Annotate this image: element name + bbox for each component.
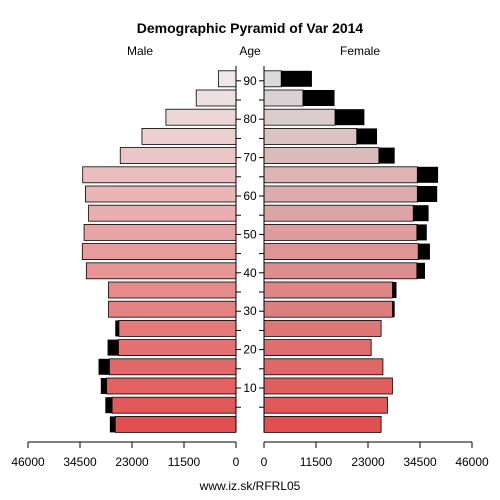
age-tick-label-20: 20 (243, 343, 257, 357)
age-tick-label-40: 40 (243, 266, 257, 280)
male-bar-10-14 (106, 377, 237, 395)
female-x-tick-label-46000: 46000 (455, 455, 489, 469)
age-tick-label-90: 90 (243, 74, 257, 88)
female-excess-bar-80-84 (334, 109, 365, 126)
female-excess-bar-90-94 (281, 70, 312, 87)
female-bar-50-54 (263, 223, 418, 241)
female-excess-bar-85-89 (302, 90, 335, 106)
male-excess-bar-25-29 (115, 320, 119, 337)
female-label: Female (340, 44, 380, 58)
male-bar-60-64 (85, 185, 237, 203)
male-excess-bar-15-19 (98, 358, 110, 375)
male-excess-bar-0-4 (109, 416, 116, 433)
age-label: Age (239, 44, 261, 58)
male-bar-0-4 (114, 415, 237, 433)
female-x-tick-label-23000: 23000 (351, 455, 385, 469)
female-excess-bar-35-39 (392, 282, 397, 298)
male-bar-85-89 (195, 89, 237, 107)
female-bar-5-9 (263, 396, 388, 414)
female-bar-85-89 (263, 89, 304, 107)
female-bar-35-39 (263, 281, 393, 299)
male-bar-55-59 (88, 204, 237, 222)
male-bar-25-29 (118, 319, 237, 337)
female-excess-bar-55-59 (413, 205, 429, 222)
female-x-tick-label-11500: 11500 (300, 455, 333, 469)
female-bar-10-14 (263, 377, 393, 395)
female-bar-70-74 (263, 147, 380, 165)
female-bar-60-64 (263, 185, 418, 203)
female-bar-55-59 (263, 204, 414, 222)
female-bar-80-84 (263, 108, 336, 126)
male-bar-80-84 (165, 108, 237, 126)
female-bar-20-24 (263, 339, 372, 357)
female-bar-0-4 (263, 415, 382, 433)
male-bar-65-69 (82, 166, 237, 184)
female-excess-bar-45-49 (418, 243, 430, 260)
age-tick-label-60: 60 (243, 189, 257, 203)
female-excess-bar-65-69 (417, 166, 439, 183)
male-bar-90-94 (217, 70, 237, 88)
age-tick-label-70: 70 (243, 151, 257, 165)
male-excess-bar-20-24 (107, 339, 119, 356)
female-excess-bar-50-54 (416, 224, 427, 241)
female-bar-25-29 (263, 319, 382, 337)
male-label: Male (127, 44, 153, 58)
female-bar-90-94 (263, 70, 282, 88)
age-tick-label-50: 50 (243, 227, 257, 241)
female-bar-65-69 (263, 166, 418, 184)
male-bar-30-34 (108, 300, 237, 318)
male-excess-bar-10-14 (100, 378, 107, 394)
male-x-tick-label-11500: 11500 (168, 455, 201, 469)
age-tick-label-10: 10 (243, 381, 257, 395)
age-tick-label-80: 80 (243, 112, 257, 126)
female-excess-bar-40-44 (416, 262, 425, 279)
male-bar-35-39 (108, 281, 237, 299)
female-excess-bar-30-34 (392, 301, 395, 318)
male-bar-5-9 (111, 396, 237, 414)
source-label: www.iz.sk/RFRL05 (199, 479, 301, 493)
female-x-tick-label-0: 0 (261, 455, 268, 469)
female-excess-bar-70-74 (378, 147, 395, 164)
male-x-tick-label-23000: 23000 (115, 455, 149, 469)
male-bar-75-79 (141, 127, 237, 145)
female-x-tick-label-34500: 34500 (403, 455, 437, 469)
female-bar-15-19 (263, 358, 384, 376)
male-bar-20-24 (118, 339, 237, 357)
male-bar-70-74 (119, 147, 237, 165)
female-bar-75-79 (263, 127, 358, 145)
age-tick-label-30: 30 (243, 304, 257, 318)
female-excess-bar-75-79 (356, 128, 378, 145)
male-excess-bar-5-9 (105, 397, 113, 414)
male-bar-40-44 (85, 262, 237, 280)
male-x-tick-label-34500: 34500 (63, 455, 97, 469)
male-bar-15-19 (108, 358, 237, 376)
male-bar-50-54 (83, 223, 237, 241)
chart-title: Demographic Pyramid of Var 2014 (137, 20, 364, 36)
male-bar-45-49 (81, 243, 237, 261)
male-x-tick-label-46000: 46000 (11, 455, 45, 469)
female-bar-45-49 (263, 243, 419, 261)
female-bar-30-34 (263, 300, 393, 318)
male-x-tick-label-0: 0 (233, 455, 240, 469)
female-bar-40-44 (263, 262, 418, 280)
female-excess-bar-60-64 (417, 186, 438, 202)
